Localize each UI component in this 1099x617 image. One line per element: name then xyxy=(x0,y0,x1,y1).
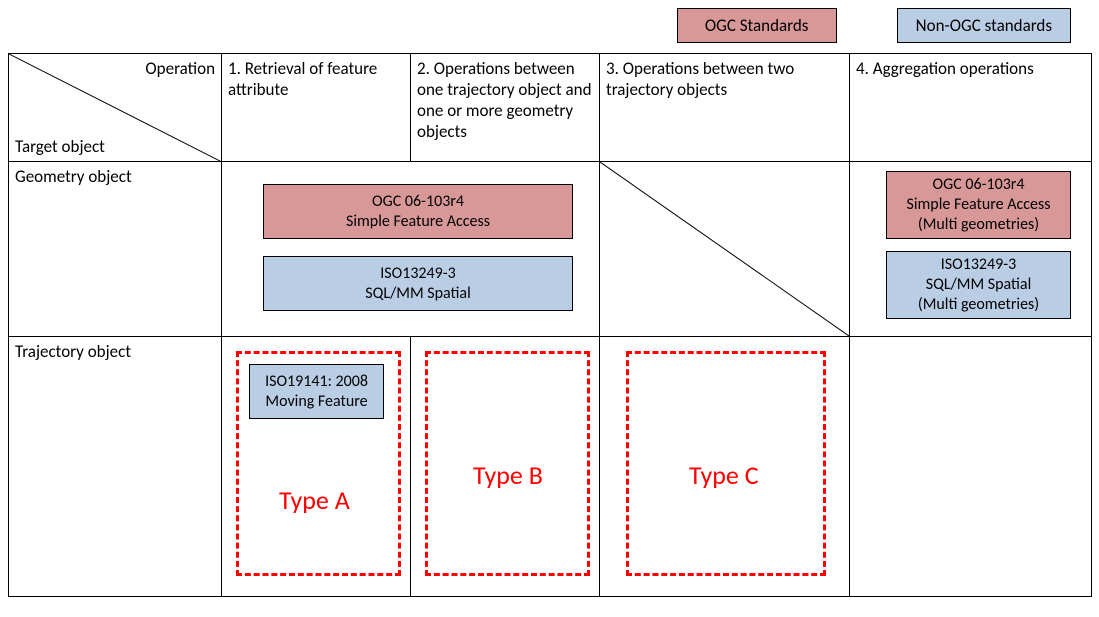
row-geometry: Geometry object OGC 06-103r4 Simple Feat… xyxy=(9,162,1092,337)
type-b-box: Type B xyxy=(425,351,590,576)
box-sqlmm-multi-line3: (Multi geometries) xyxy=(918,295,1039,315)
box-sqlmm-multi-line1: ISO13249-3 xyxy=(941,255,1017,275)
traj-col1-cell: ISO19141: 2008 Moving Feature Type A xyxy=(222,337,411,597)
row-geometry-label: Geometry object xyxy=(9,162,222,337)
col-4-header: 4. Aggregation operations xyxy=(850,54,1092,162)
box-sfa-multi-line1: OGC 06-103r4 xyxy=(933,175,1025,195)
box-sfa-multi: OGC 06-103r4 Simple Feature Access (Mult… xyxy=(886,171,1071,239)
corner-cell: Operation Target object xyxy=(9,54,222,162)
col-2-header: 2. Operations between one trajectory obj… xyxy=(411,54,600,162)
type-c-label: Type C xyxy=(689,459,759,491)
geom-col12-cell: OGC 06-103r4 Simple Feature Access ISO13… xyxy=(222,162,600,337)
corner-target-label: Target object xyxy=(15,136,105,157)
box-sqlmm-multi-line2: SQL/MM Spatial xyxy=(926,275,1032,295)
box-sqlmm: ISO13249-3 SQL/MM Spatial xyxy=(263,256,573,311)
header-row: Operation Target object 1. Retrieval of … xyxy=(9,54,1092,162)
traj-col4-cell xyxy=(850,337,1092,597)
row-trajectory: Trajectory object ISO19141: 2008 Moving … xyxy=(9,337,1092,597)
box-sfa-multi-line3: (Multi geometries) xyxy=(918,215,1039,235)
box-sqlmm-line1: ISO13249-3 xyxy=(380,264,456,284)
box-sfa-line2: Simple Feature Access xyxy=(346,212,490,232)
col-3-header: 3. Operations between two trajectory obj… xyxy=(600,54,850,162)
geom-col3-diagonal xyxy=(600,162,849,336)
type-b-label: Type B xyxy=(473,459,543,491)
box-iso19141-line2: Moving Feature xyxy=(265,392,367,412)
classification-table: Operation Target object 1. Retrieval of … xyxy=(8,53,1092,597)
type-a-label: Type A xyxy=(279,484,350,516)
geom-col3-cell xyxy=(600,162,850,337)
geom-col4-cell: OGC 06-103r4 Simple Feature Access (Mult… xyxy=(850,162,1092,337)
legend-row: OGC Standards Non-OGC standards xyxy=(8,8,1091,43)
legend-ogc: OGC Standards xyxy=(677,8,837,43)
type-c-box: Type C xyxy=(626,351,826,576)
legend-nonogc: Non-OGC standards xyxy=(897,8,1071,43)
corner-operation-label: Operation xyxy=(145,58,215,79)
box-sfa-multi-line2: Simple Feature Access xyxy=(906,195,1050,215)
traj-col2-cell: Type B xyxy=(411,337,600,597)
traj-col3-cell: Type C xyxy=(600,337,850,597)
box-sqlmm-line2: SQL/MM Spatial xyxy=(365,284,471,304)
row-trajectory-label: Trajectory object xyxy=(9,337,222,597)
type-a-box: ISO19141: 2008 Moving Feature Type A xyxy=(236,351,401,576)
box-sqlmm-multi: ISO13249-3 SQL/MM Spatial (Multi geometr… xyxy=(886,251,1071,319)
box-iso19141: ISO19141: 2008 Moving Feature xyxy=(249,364,384,419)
col-1-header: 1. Retrieval of feature attribute xyxy=(222,54,411,162)
box-iso19141-line1: ISO19141: 2008 xyxy=(265,372,368,392)
box-sfa-line1: OGC 06-103r4 xyxy=(372,192,464,212)
box-sfa: OGC 06-103r4 Simple Feature Access xyxy=(263,184,573,239)
